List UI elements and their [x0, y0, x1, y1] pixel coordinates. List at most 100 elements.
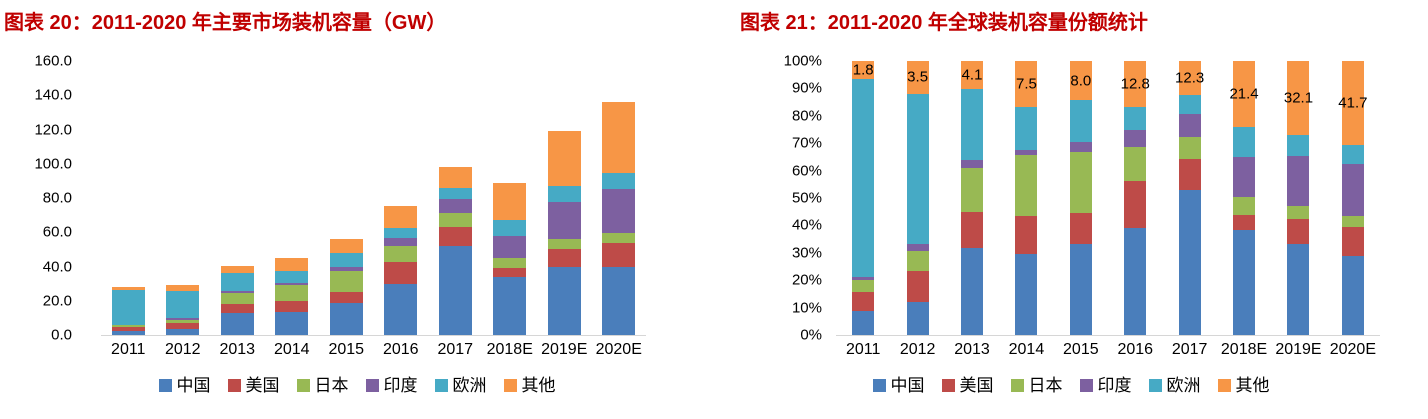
legend-label: 中国: [890, 376, 925, 395]
segment-其他-2016: [384, 205, 418, 228]
stacked-bar: [1015, 61, 1038, 335]
y-axis-tick-label: 70%: [791, 134, 822, 152]
legend-item-欧洲: 欧洲: [434, 377, 487, 394]
segment-欧洲-2015: [1069, 100, 1092, 142]
stacked-bar: [547, 61, 581, 335]
segment-日本-2017: [1178, 137, 1201, 160]
segment-日本-2012: [906, 250, 929, 271]
data-label-其他-2019E: 32.1: [1283, 89, 1314, 107]
segment-中国-2012: [166, 329, 200, 335]
data-label-其他-2012: 3.5: [907, 68, 929, 86]
bar-2017: 12.3: [1162, 61, 1216, 335]
data-label-其他-2013: 4.1: [961, 66, 983, 84]
segment-其他-2012: [166, 284, 200, 291]
segment-日本-2016: [384, 246, 418, 263]
y-axis-tick-label: 60%: [791, 162, 822, 180]
data-label-其他-2018E: 21.4: [1229, 85, 1259, 103]
x-axis-label-2012: 2012: [899, 341, 936, 358]
legend-swatch: [365, 379, 379, 392]
bar-2018E: 21.4: [1217, 61, 1271, 335]
stacked-bar: [1178, 61, 1201, 335]
segment-美国-2012: [166, 323, 200, 330]
segment-欧洲-2018E: [493, 219, 527, 237]
segment-印度-2011: [852, 277, 875, 281]
segment-美国-2014: [1015, 215, 1038, 254]
segment-欧洲-2019E: [547, 186, 581, 203]
segment-中国-2016: [384, 284, 418, 335]
legend-swatch: [1010, 379, 1024, 392]
bar-2019E: [537, 61, 592, 335]
segment-日本-2018E: [493, 258, 527, 269]
segment-其他-2011: [111, 286, 145, 290]
segment-其他-2012: [906, 61, 929, 94]
x-axis-label-2012: 2012: [164, 341, 201, 358]
x-axis-label-2019E: 2019E: [1275, 341, 1322, 358]
x-axis-label-2015: 2015: [328, 341, 365, 358]
segment-中国-2015: [329, 303, 363, 335]
segment-印度-2014: [1015, 149, 1038, 156]
segment-美国-2018E: [1233, 214, 1256, 231]
y-axis-tick-label: 120.0: [34, 121, 72, 138]
segment-欧洲-2012: [906, 93, 929, 244]
bar-2015: 8.0: [1054, 61, 1108, 335]
segment-中国-2013: [961, 247, 984, 335]
stacked-bar: [961, 61, 984, 335]
segment-印度-2015: [329, 267, 363, 271]
legend-swatch: [434, 379, 448, 392]
segment-印度-2017: [1178, 113, 1201, 138]
segment-日本-2017: [438, 213, 472, 228]
segment-欧洲-2016: [1124, 107, 1147, 131]
bar-2011: 1.8: [836, 61, 890, 335]
stacked-bar: [329, 61, 363, 335]
y-axis-tick-label: 90%: [791, 79, 822, 97]
y-axis-tick-label: 60.0: [42, 223, 72, 241]
segment-印度-2018E: [493, 236, 527, 259]
segment-印度-2017: [438, 198, 472, 214]
legend-swatch: [503, 379, 517, 392]
legend-item-美国: 美国: [227, 377, 280, 394]
segment-印度-2012: [166, 318, 200, 320]
legend-item-中国: 中国: [158, 377, 211, 394]
segment-印度-2019E: [547, 202, 581, 239]
segment-其他-2016: [1124, 61, 1147, 108]
segment-欧洲-2019E: [1287, 134, 1310, 157]
legend-item-印度: 印度: [1079, 377, 1132, 394]
segment-印度-2018E: [1233, 156, 1256, 197]
segment-日本-2011: [111, 325, 145, 328]
legend-swatch: [227, 379, 241, 392]
segment-美国-2020E: [1341, 226, 1364, 256]
segment-日本-2011: [852, 280, 875, 292]
segment-日本-2013: [961, 167, 984, 212]
segment-欧洲-2011: [852, 78, 875, 278]
bar-2020E: [592, 61, 647, 335]
segment-日本-2015: [1069, 151, 1092, 213]
stacked-bar: [493, 61, 527, 335]
segment-美国-2019E: [547, 248, 581, 268]
segment-其他-2020E: [1341, 61, 1364, 146]
segment-中国-2012: [906, 302, 929, 335]
y-axis-tick-label: 100%: [783, 52, 822, 70]
legend-swatch: [296, 379, 310, 392]
segment-日本-2015: [329, 270, 363, 293]
segment-美国-2016: [1124, 180, 1147, 228]
segment-其他-2019E: [1287, 61, 1310, 135]
segment-日本-2020E: [1341, 215, 1364, 227]
x-axis: 2011 2012 2013 2014 2015 2016 2017 2018E 2019E 20…: [836, 341, 1380, 359]
stacked-bar: [852, 61, 875, 335]
x-axis-label-2020E: 2020E: [1329, 341, 1376, 358]
segment-印度-2020E: [1341, 164, 1364, 216]
segment-其他-2015: [329, 239, 363, 253]
bar-2012: [156, 61, 211, 335]
segment-印度-2013: [220, 290, 254, 293]
segment-印度-2011: [111, 324, 145, 326]
segment-欧洲-2020E: [602, 173, 636, 190]
bar-2017: [428, 61, 483, 335]
data-label-其他-2017: 12.3: [1175, 69, 1205, 87]
y-axis: 100% 90% 80% 70% 60% 50% 40% 30% 20% 10% 0%: [714, 54, 822, 343]
segment-美国-2020E: [602, 242, 636, 268]
y-axis-tick-label: 100.0: [34, 155, 72, 173]
x-axis-label-2016: 2016: [1117, 341, 1154, 358]
segment-日本-2014: [275, 284, 309, 302]
segment-美国-2015: [1069, 212, 1092, 245]
chart-legend: 中国 美国 日本 印度 欧洲 其他: [0, 377, 714, 394]
